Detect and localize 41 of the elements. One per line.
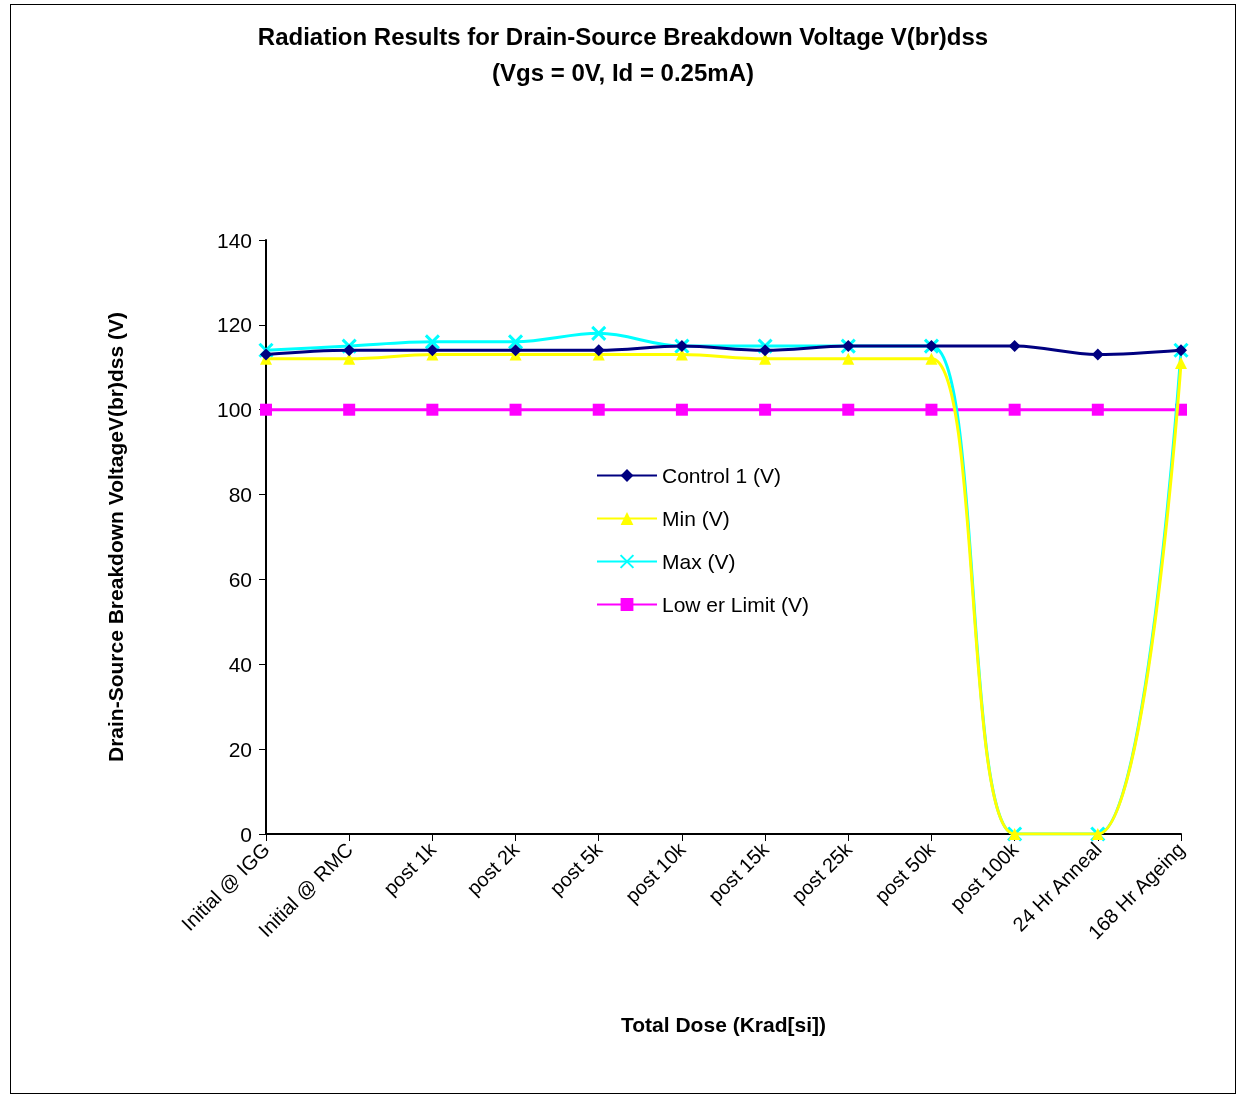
point [507, 333, 524, 350]
point [260, 403, 272, 416]
y-axis-title: Drain-Source Breakdown VoltageV(br)dss (V) [104, 311, 127, 763]
point [592, 344, 605, 357]
point [925, 403, 938, 416]
point [1175, 357, 1187, 370]
point [592, 403, 605, 416]
chart-title: Radiation Results for Drain-Source Breakdown Voltage V(br)dss [257, 22, 989, 50]
point [1008, 403, 1021, 416]
point [1091, 403, 1104, 416]
point [426, 344, 439, 357]
point [343, 344, 356, 357]
chart-subtitle: (Vgs = 0V, Id = 0.25mA) [492, 58, 754, 86]
legend-label: Min (V) [662, 507, 730, 530]
y-tick-label: 120 [216, 313, 252, 337]
point [675, 403, 688, 416]
y-tick-label: 60 [228, 567, 252, 591]
point [424, 333, 441, 350]
legend-label: Control 1 (V) [662, 464, 782, 487]
point [925, 352, 938, 365]
legend-label: Max (V) [662, 550, 736, 573]
point [842, 352, 855, 365]
point [759, 403, 772, 416]
point [258, 342, 274, 359]
point [426, 403, 439, 416]
y-tick-label: 20 [228, 737, 252, 761]
legend-label: Low er Limit (V) [662, 593, 810, 616]
point [260, 348, 272, 361]
point [1091, 348, 1104, 361]
point [842, 403, 855, 416]
y-tick-label: 140 [216, 228, 252, 252]
x-axis-title: Total Dose (Krad[si]) [621, 1013, 826, 1036]
point [1008, 340, 1021, 353]
point [509, 403, 522, 416]
y-tick-label: 100 [216, 398, 252, 422]
y-tick-label: 80 [228, 483, 252, 507]
point [590, 325, 607, 342]
point [509, 344, 522, 357]
y-tick-label: 0 [240, 822, 252, 846]
y-tick-label: 40 [228, 652, 252, 676]
point [343, 403, 356, 416]
